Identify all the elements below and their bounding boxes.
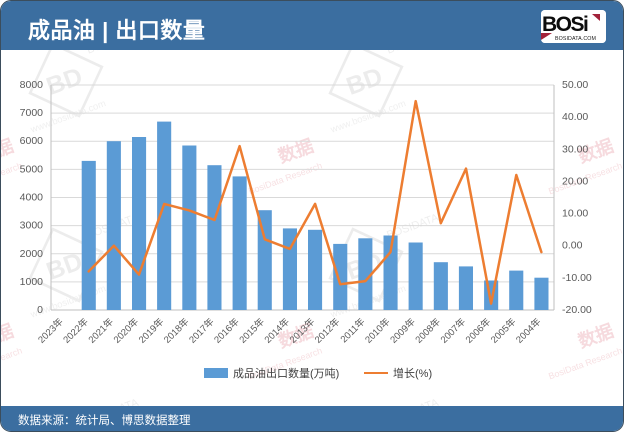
svg-text:50.00: 50.00 xyxy=(562,79,588,91)
svg-text:4000: 4000 xyxy=(20,192,44,204)
svg-text:BOSi: BOSi xyxy=(542,13,588,36)
svg-text:40.00: 40.00 xyxy=(562,111,588,123)
svg-text:30.00: 30.00 xyxy=(562,143,588,155)
svg-text:BOSIDATA.COM: BOSIDATA.COM xyxy=(555,36,596,42)
svg-text:5000: 5000 xyxy=(20,163,44,175)
svg-text:1000: 1000 xyxy=(20,276,44,288)
svg-text:2000: 2000 xyxy=(20,248,44,260)
svg-text:6000: 6000 xyxy=(20,135,44,147)
svg-text:0: 0 xyxy=(37,304,43,316)
svg-text:7000: 7000 xyxy=(20,107,44,119)
svg-text:10.00: 10.00 xyxy=(562,208,588,220)
svg-text:20.00: 20.00 xyxy=(562,175,588,187)
svg-text:-20.00: -20.00 xyxy=(562,304,592,316)
svg-text:-10.00: -10.00 xyxy=(562,272,592,284)
svg-text:8000: 8000 xyxy=(20,79,44,91)
svg-text:3000: 3000 xyxy=(20,220,44,232)
svg-text:0.00: 0.00 xyxy=(562,240,583,252)
